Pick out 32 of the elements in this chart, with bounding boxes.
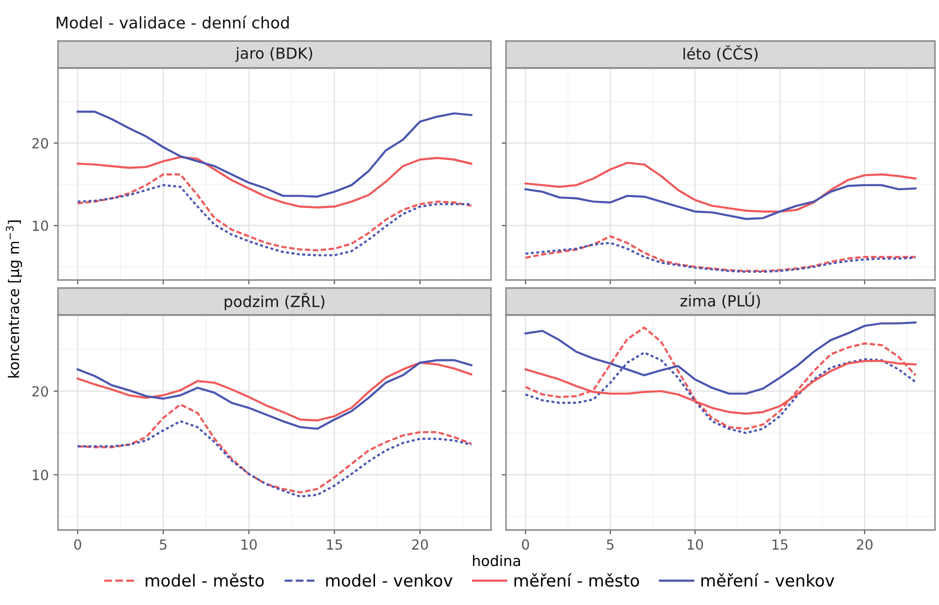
y-axis-title: koncentrace [μg m$^{−3}$] [6,220,22,378]
y-tick-label: 20 [32,138,48,149]
x-tick-label: 10 [242,539,257,550]
legend-label: měření - město [514,573,639,587]
chart-subtitle: zima (PLÚ) [680,292,760,308]
chart-title: Model - validace - denní chod [56,16,289,29]
x-tick-label: 0 [522,539,529,550]
legend-label: model - venkov [326,574,452,587]
chart-subtitle: podzim (ZŘL) [224,292,324,310]
line-series [76,156,472,208]
x-tick-label: 15 [772,539,788,550]
x-tick-label: 5 [160,539,166,550]
x-tick-label: 20 [412,539,428,550]
chart-subtitle: léto (ČČS) [684,45,758,62]
x-tick-label: 0 [74,539,82,550]
y-tick-label: 20 [32,386,48,397]
line-series [76,110,472,198]
line-series [76,420,472,498]
line-series [76,184,472,256]
legend-label: model - město [146,573,264,587]
line-series [76,173,472,252]
legend-label: měření - venkov [701,573,834,587]
x-tick-label: 10 [688,539,703,550]
y-tick-label: 10 [32,470,48,480]
line-series [76,362,472,422]
line-series [76,359,472,430]
x-tick-label: 15 [327,539,342,550]
chart-subtitle: jaro (BDK) [235,47,312,62]
x-tick-label: 5 [606,539,614,550]
y-tick-label: 10 [32,220,48,232]
x-axis-title: hodina [472,554,520,566]
x-tick-label: 20 [856,539,873,550]
